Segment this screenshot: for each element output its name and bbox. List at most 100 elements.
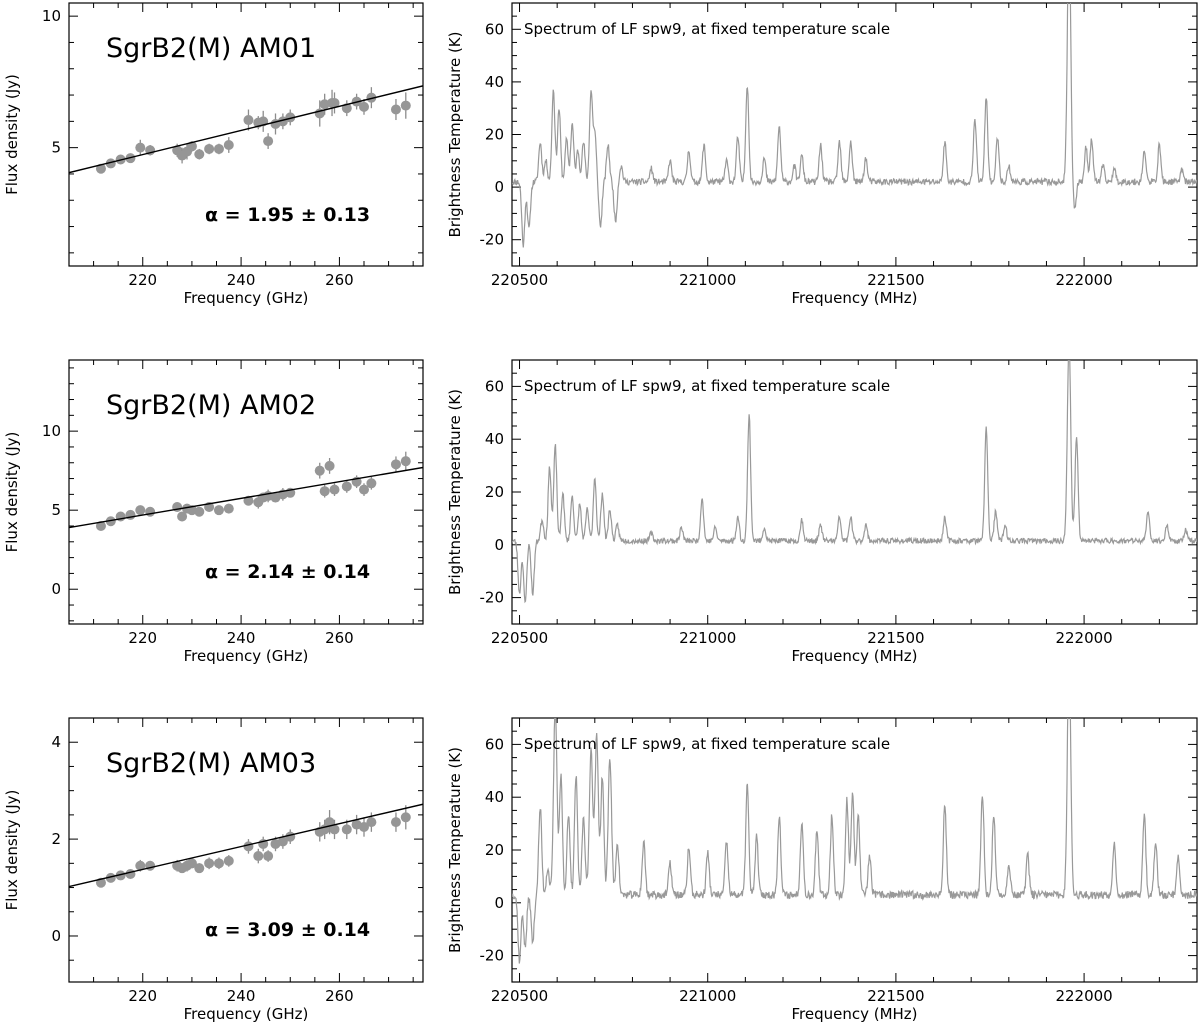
y-axis-label: Flux density (Jy) (3, 790, 21, 911)
power-law-fit-line (69, 803, 423, 888)
data-point (145, 506, 156, 517)
data-point (125, 868, 136, 879)
data-point (341, 481, 352, 492)
data-point (186, 141, 197, 152)
y-tick-label: 0 (494, 536, 504, 554)
data-point (172, 502, 183, 513)
y-axis-label: Brightness Temperature (K) (446, 389, 464, 595)
data-point (194, 149, 205, 160)
x-tick-label: 221000 (679, 271, 736, 289)
data-point (177, 511, 188, 522)
spectrum-panel-am03: 220500 221000 221500 222000 -20 0 20 40 60 Freque… (446, 717, 1198, 1023)
panel-title: SgrB2(M) AM01 (106, 33, 316, 64)
data-point (390, 104, 401, 115)
spectrum-title: Spectrum of LF spw9, at fixed temperatur… (524, 20, 890, 38)
x-tick-label: 220 (128, 987, 157, 1005)
x-axis-label: Frequency (GHz) (184, 647, 309, 665)
x-tick-label: 221500 (867, 987, 924, 1005)
y-tick-label: -20 (480, 589, 505, 607)
y-tick-label: 5 (51, 501, 61, 519)
data-point (186, 858, 197, 869)
y-tick-label: 0 (494, 178, 504, 196)
y-tick-label: -20 (480, 231, 505, 249)
x-axis-label: Frequency (GHz) (184, 1005, 309, 1023)
data-point (341, 824, 352, 835)
y-axis-label: Brightness Temperature (K) (446, 32, 464, 238)
y-tick-label: 60 (485, 20, 504, 38)
sed-data (69, 451, 423, 531)
data-point (135, 505, 146, 516)
data-point (324, 817, 335, 828)
spectral-index-label: α = 1.95 ± 0.13 (205, 204, 370, 226)
panel-title: SgrB2(M) AM03 (106, 748, 316, 779)
data-point (324, 460, 335, 471)
x-axis-label: Frequency (MHz) (791, 647, 917, 665)
data-point (263, 136, 274, 147)
sed-panel-am03: 220 240 260 0 2 4 Frequency (GHz) Flux density … (3, 717, 424, 1023)
data-point (366, 478, 377, 489)
data-point (243, 115, 254, 126)
x-axis-label: Frequency (GHz) (184, 289, 309, 307)
y-tick-label: 20 (485, 483, 504, 501)
data-point (135, 142, 146, 153)
data-point (204, 143, 215, 154)
y-tick-label: 4 (51, 733, 61, 751)
data-point (277, 836, 288, 847)
x-axis-label: Frequency (MHz) (791, 289, 917, 307)
spectrum-title: Spectrum of LF spw9, at fixed temperatur… (524, 735, 890, 753)
sed-panel-am02: 220 240 260 0 5 10 Frequency (GHz) Flux density… (3, 359, 424, 665)
data-point (213, 143, 224, 154)
power-law-fit-line (69, 466, 423, 529)
y-tick-label: 20 (485, 126, 504, 144)
spectrum-title: Spectrum of LF spw9, at fixed temperatur… (524, 377, 890, 395)
plot-frame (68, 359, 424, 625)
data-point (366, 92, 377, 103)
data-point (145, 860, 156, 871)
data-point (204, 858, 215, 869)
data-point (329, 484, 340, 495)
plot-frame (68, 2, 424, 267)
data-point (253, 851, 264, 862)
x-tick-label: 220 (128, 629, 157, 647)
x-tick-label: 221500 (867, 271, 924, 289)
x-tick-label: 260 (325, 271, 354, 289)
power-law-fit-line (69, 85, 423, 174)
data-point (400, 100, 411, 111)
y-tick-label: 0 (494, 894, 504, 912)
x-tick-label: 220500 (491, 629, 548, 647)
data-point (223, 140, 234, 151)
data-point (359, 101, 369, 112)
data-point (223, 855, 234, 866)
y-axis-label: Brightness Temperature (K) (446, 747, 464, 953)
x-tick-label: 221000 (679, 629, 736, 647)
data-point (390, 817, 401, 828)
data-point (194, 506, 205, 517)
x-tick-label: 220500 (491, 271, 548, 289)
x-tick-label: 240 (227, 271, 256, 289)
y-tick-label: 60 (485, 735, 504, 753)
spectrum-panel-am02: 220500 221000 221500 222000 -20 0 20 40 60 Freque… (446, 359, 1198, 665)
data-point (359, 821, 369, 832)
y-tick-label: 40 (485, 430, 504, 448)
data-point (115, 870, 126, 881)
y-tick-label: 60 (485, 377, 504, 395)
panel-title: SgrB2(M) AM02 (106, 390, 316, 421)
plot-frame (511, 359, 1198, 625)
spectral-index-label: α = 3.09 ± 0.14 (205, 919, 370, 941)
data-point (105, 516, 116, 527)
data-point (390, 459, 401, 470)
data-point (194, 863, 205, 874)
y-tick-label: 2 (51, 830, 61, 848)
y-tick-label: 40 (485, 788, 504, 806)
x-tick-label: 221000 (679, 987, 736, 1005)
y-axis-label: Flux density (Jy) (3, 432, 21, 553)
spectrum-panel-am01: 220500 221000 221500 222000 -20 0 20 40 60 Freque… (446, 2, 1198, 307)
y-tick-label: 10 (42, 422, 61, 440)
spectral-index-label: α = 2.14 ± 0.14 (205, 561, 370, 583)
data-point (213, 858, 224, 869)
x-tick-label: 221500 (867, 629, 924, 647)
spectrum-line (512, 718, 1197, 964)
x-tick-label: 222000 (1055, 987, 1112, 1005)
data-point (329, 824, 340, 835)
